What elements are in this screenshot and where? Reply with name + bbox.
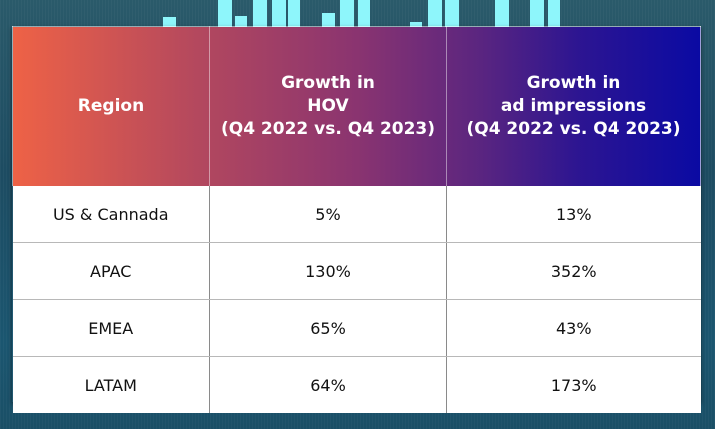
growth-table: Region Growth in HOV (Q4 2022 vs. Q4 202…	[12, 26, 701, 413]
header-line: HOV	[307, 96, 349, 116]
decorative-bar	[445, 0, 459, 30]
cell-hov: 5%	[209, 186, 447, 243]
decorative-bar	[322, 13, 335, 30]
decorative-bar-chart	[0, 0, 715, 30]
table-row: EMEA 65% 43%	[12, 299, 701, 357]
cell-hov: 130%	[209, 242, 447, 300]
cell-ad-impressions: 43%	[446, 299, 701, 357]
header-line: Growth in	[526, 73, 621, 93]
cell-ad-impressions: 173%	[446, 356, 701, 413]
header-line: ad impressions	[500, 96, 647, 116]
cell-hov: 65%	[209, 299, 447, 357]
header-line: (Q4 2022 vs. Q4 2023)	[466, 119, 681, 139]
cell-region: LATAM	[12, 356, 210, 413]
cell-region: APAC	[12, 242, 210, 300]
cell-region: US & Cannada	[12, 186, 210, 243]
header-region: Region	[12, 26, 210, 186]
decorative-bar	[272, 0, 286, 30]
decorative-bar	[358, 0, 370, 30]
table-row: US & Cannada 5% 13%	[12, 186, 701, 243]
cell-ad-impressions: 352%	[446, 242, 701, 300]
cell-region: EMEA	[12, 299, 210, 357]
header-line: (Q4 2022 vs. Q4 2023)	[220, 119, 436, 139]
decorative-bar	[495, 0, 509, 30]
table-row: LATAM 64% 173%	[12, 356, 701, 413]
cell-ad-impressions: 13%	[446, 186, 701, 243]
table-row: APAC 130% 352%	[12, 242, 701, 300]
decorative-bar	[530, 0, 544, 30]
header-line: Growth in	[281, 73, 375, 93]
decorative-bar	[340, 0, 354, 30]
cell-hov: 64%	[209, 356, 447, 413]
table-header-row: Region Growth in HOV (Q4 2022 vs. Q4 202…	[12, 26, 701, 186]
header-ad-impressions-growth: Growth in ad impressions (Q4 2022 vs. Q4…	[446, 26, 701, 186]
decorative-bar	[253, 0, 267, 30]
decorative-bar	[288, 0, 300, 30]
decorative-bar	[218, 0, 232, 30]
header-hov-growth: Growth in HOV (Q4 2022 vs. Q4 2023)	[209, 26, 447, 186]
decorative-bar	[428, 0, 442, 30]
decorative-bar	[548, 0, 560, 30]
header-region-label: Region	[77, 96, 145, 116]
decorative-bar	[410, 22, 422, 30]
